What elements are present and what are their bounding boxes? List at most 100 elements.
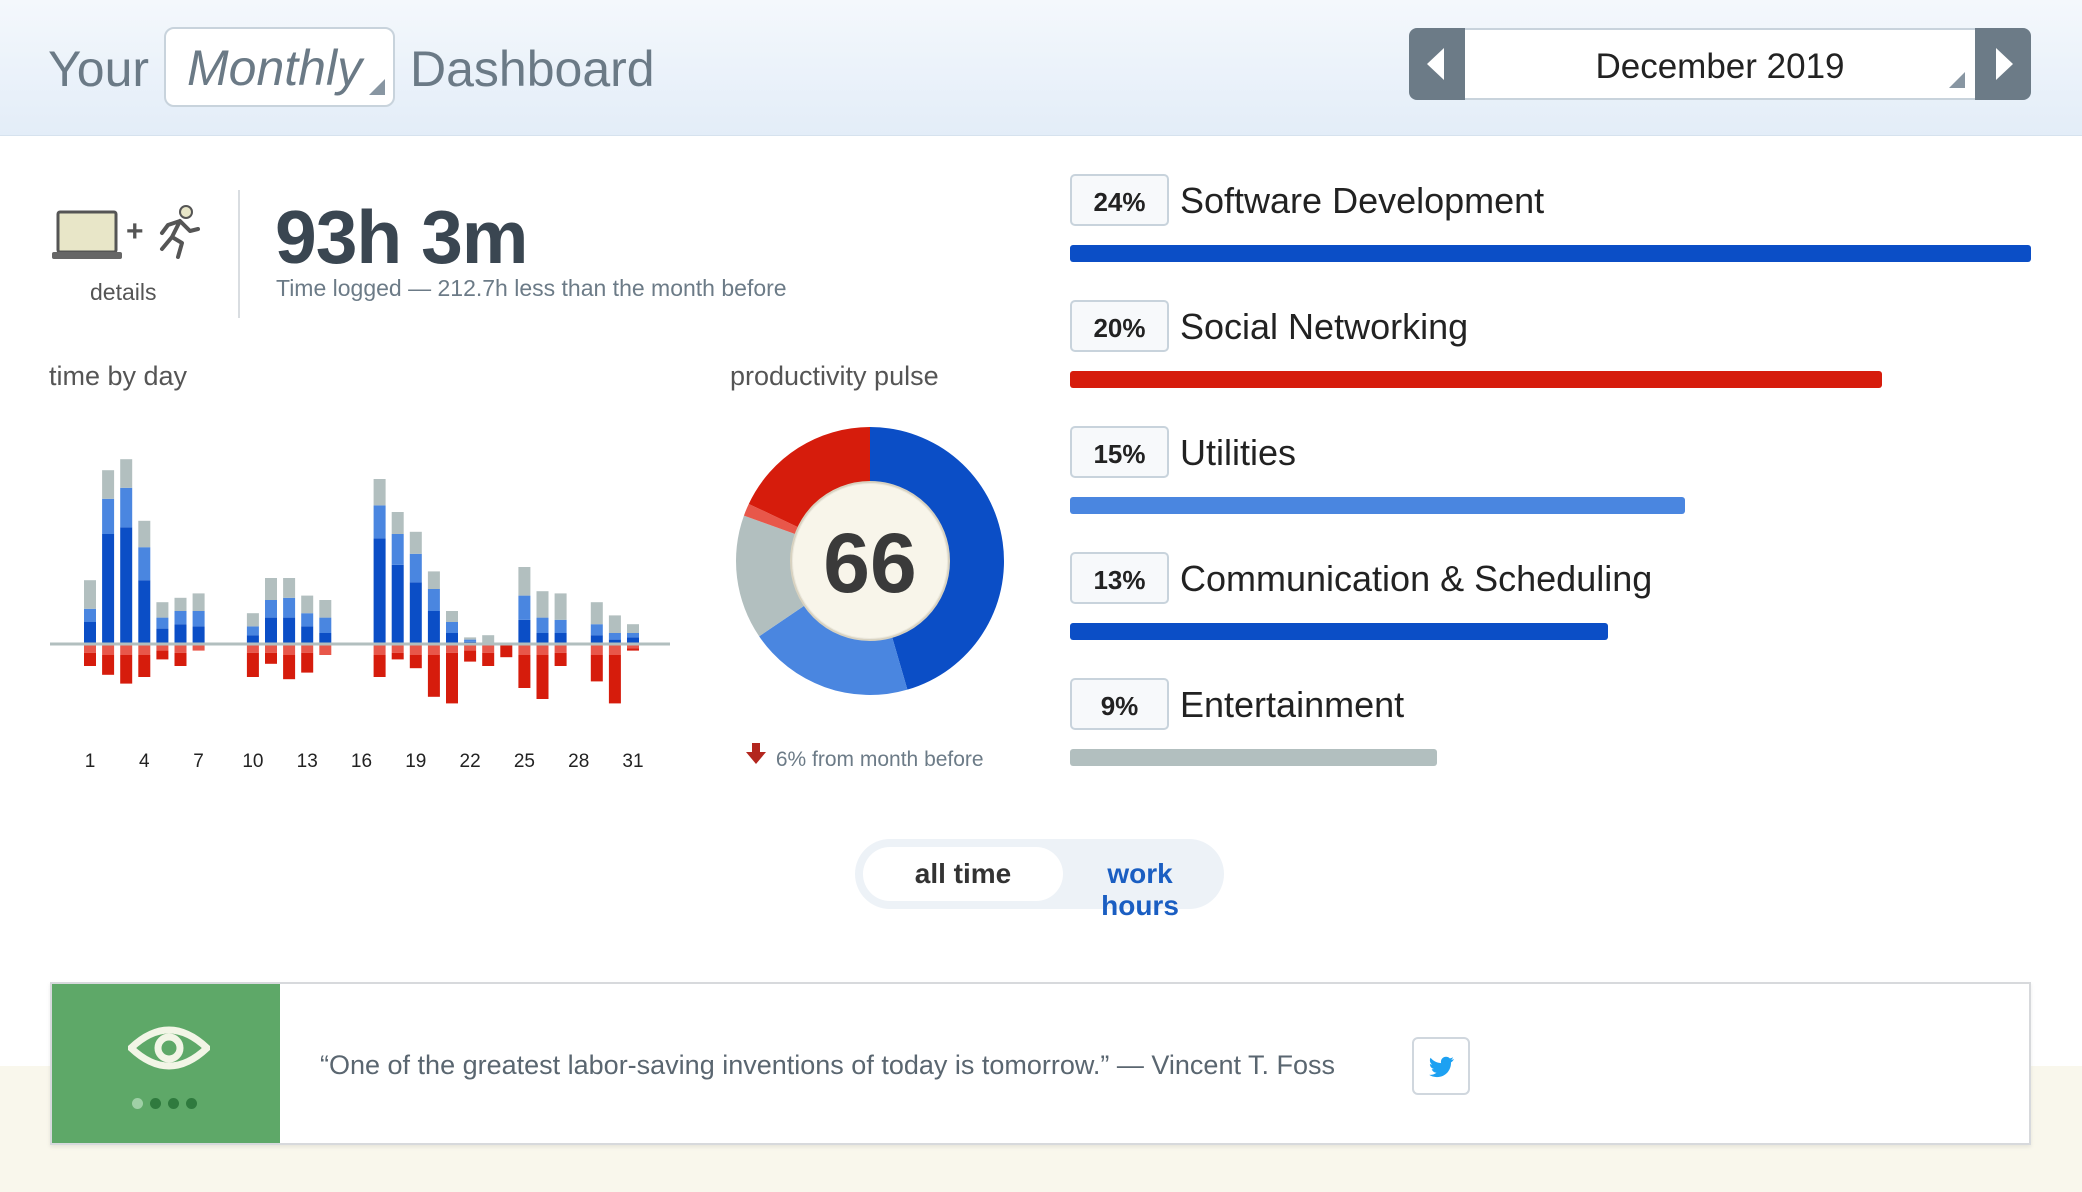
category-row[interactable]: 9% Entertainment (1070, 678, 2031, 788)
category-bar (1070, 623, 1608, 640)
arrow-left-icon (1427, 48, 1444, 80)
pager-dot[interactable] (186, 1098, 197, 1109)
category-bar (1070, 749, 1437, 766)
day-bar-segment (500, 644, 513, 658)
select-corner-icon (1949, 72, 1965, 88)
day-bar-segment (554, 619, 567, 633)
day-bar-segment (554, 633, 567, 644)
day-bar-segment (319, 600, 332, 618)
day-bar-segment (174, 611, 187, 625)
tweet-button[interactable] (1412, 1037, 1470, 1095)
category-bar (1070, 245, 2031, 262)
details-label: details (90, 279, 157, 305)
day-bar-segment (482, 635, 495, 644)
day-bar-segment (265, 644, 277, 653)
pulse-change-text: 6% from month before (775, 748, 984, 771)
day-bar-segment (391, 652, 404, 660)
day-tick-label: 1 (85, 751, 96, 772)
day-bar-segment (608, 633, 621, 640)
day-bar-segment (373, 479, 386, 506)
day-bar-segment (464, 650, 477, 662)
day-bar-segment (590, 624, 603, 636)
day-tick-label: 28 (568, 751, 589, 772)
category-row[interactable]: 15% Utilities (1070, 426, 2031, 536)
day-bar-segment (409, 655, 422, 669)
day-tick-label: 31 (622, 751, 643, 772)
day-bar-segment (391, 534, 404, 565)
period-select[interactable]: Monthly (164, 27, 395, 107)
pager-dot[interactable] (150, 1098, 161, 1109)
day-bar-segment (156, 644, 169, 651)
quote-text: “One of the greatest labor-saving invent… (320, 1050, 1335, 1080)
time-by-day-chart: 1 4 7 10 13 16 19 22 25 28 31 (50, 459, 670, 772)
day-bar-segment (138, 547, 151, 581)
day-bar-segment (590, 635, 603, 644)
next-month-button[interactable] (1975, 28, 2031, 100)
day-bar-segment (427, 655, 440, 697)
day-bar-segment (446, 644, 458, 653)
day-bar-segment (590, 602, 603, 625)
quote-card: “One of the greatest labor-saving invent… (50, 982, 2031, 1145)
day-bar-segment (301, 626, 314, 644)
day-bar-segment (246, 613, 259, 627)
day-bar-segment (102, 655, 115, 675)
select-corner-icon (369, 79, 385, 95)
day-bar-segment (301, 644, 314, 653)
running-person-icon (160, 205, 200, 259)
day-bar-segment (373, 538, 386, 644)
day-bar-segment (409, 553, 422, 583)
day-bar-segment (283, 644, 296, 655)
quote-pager[interactable] (132, 1096, 204, 1114)
plus-icon: + (126, 215, 144, 248)
day-bar-segment (427, 589, 440, 611)
pager-dot[interactable] (132, 1098, 143, 1109)
day-bar-segment (627, 624, 639, 633)
eye-icon (128, 1026, 210, 1070)
day-bar-segment (464, 639, 477, 642)
day-bar-segment (319, 633, 332, 644)
date-select[interactable]: December 2019 (1465, 28, 1975, 100)
day-bar-segment (518, 567, 531, 596)
day-bar-segment (391, 644, 404, 653)
day-bar-segment (265, 617, 277, 644)
arrow-down-icon (746, 743, 766, 764)
day-bar-segment (120, 655, 133, 684)
day-bar-segment (608, 644, 621, 655)
time-by-day-label: time by day (49, 361, 188, 391)
all-time-option[interactable]: all time (863, 847, 1063, 901)
day-bar-segment (192, 644, 205, 651)
arrow-right-icon (1996, 48, 2013, 80)
quote-side-panel (52, 984, 280, 1143)
day-tick-label: 10 (242, 751, 263, 772)
category-row[interactable]: 24% Software Development (1070, 174, 2031, 284)
day-tick-label: 19 (405, 751, 426, 772)
day-bar-segment (120, 487, 133, 528)
day-bar-segment (590, 644, 603, 655)
details-link[interactable]: + details (48, 205, 208, 315)
day-bar-segment (301, 652, 314, 673)
day-bar-segment (373, 644, 386, 655)
day-bar-segment (536, 655, 549, 699)
day-bar-segment (427, 571, 440, 589)
day-bar-segment (409, 582, 422, 644)
day-bar-segment (319, 644, 332, 655)
category-row[interactable]: 13% Communication & Scheduling (1070, 552, 2031, 662)
category-percent: 13% (1070, 552, 1169, 604)
category-name: Software Development (1180, 180, 1545, 221)
day-bar-segment (518, 655, 531, 688)
category-percent: 20% (1070, 300, 1169, 352)
day-bar-segment (156, 602, 169, 618)
time-comparison: Time logged — 212.7h less than the month… (276, 275, 787, 301)
day-bar-segment (482, 652, 495, 666)
previous-month-button[interactable] (1409, 28, 1465, 100)
day-bar-segment (102, 498, 115, 534)
category-name: Communication & Scheduling (1180, 558, 1653, 599)
day-bar-segment (446, 652, 458, 704)
pager-dot[interactable] (168, 1098, 179, 1109)
day-bar-segment (138, 580, 151, 644)
category-row[interactable]: 20% Social Networking (1070, 300, 2031, 410)
day-bar-segment (283, 578, 296, 598)
productivity-score: 66 (790, 481, 950, 641)
work-hours-option[interactable]: work hours (1101, 858, 1179, 921)
day-bar-segment (446, 633, 458, 644)
